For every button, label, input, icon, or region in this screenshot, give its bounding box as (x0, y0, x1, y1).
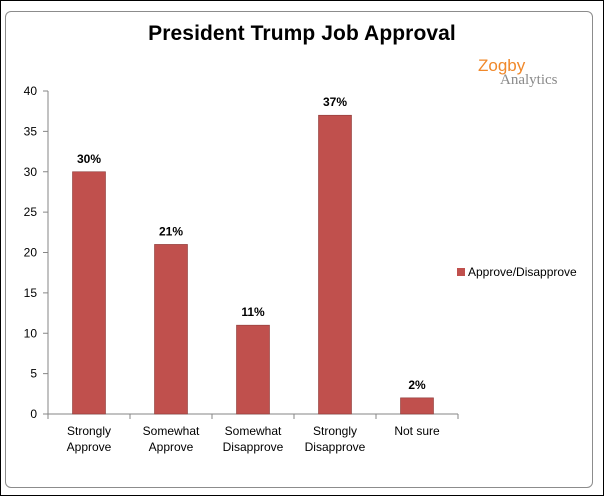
x-tick-label: Strongly (313, 424, 357, 438)
bar (154, 244, 188, 415)
data-label: 11% (241, 305, 265, 319)
x-tick-label: Approve (67, 440, 112, 454)
chart-title: President Trump Job Approval (148, 22, 456, 45)
x-tick-label: Disapprove (223, 440, 284, 454)
x-tick-label: Not sure (394, 424, 440, 438)
data-label: 2% (408, 378, 426, 392)
bar (236, 324, 270, 415)
legend-swatch (457, 268, 465, 276)
bar (400, 397, 434, 415)
y-tick-label: 40 (24, 84, 38, 98)
logo-zogby-text: Zogby (478, 56, 526, 75)
y-tick-label: 30 (24, 165, 38, 179)
y-tick-label: 10 (24, 326, 38, 340)
data-label: 30% (77, 152, 101, 166)
y-tick-label: 15 (24, 286, 38, 300)
bar (72, 171, 106, 415)
data-label: 37% (323, 95, 347, 109)
legend-label: Approve/Disapprove (468, 265, 577, 279)
zogby-analytics-logo: Zogby Analytics (478, 56, 588, 96)
legend: Approve/Disapprove (457, 265, 577, 279)
y-tick-label: 0 (30, 407, 37, 421)
x-tick-label: Approve (149, 440, 194, 454)
y-tick-label: 25 (24, 205, 38, 219)
x-tick-label: Disapprove (305, 440, 366, 454)
y-tick-label: 5 (30, 367, 37, 381)
data-label: 21% (159, 224, 183, 238)
x-tick-label: Somewhat (143, 424, 200, 438)
bar (318, 114, 352, 415)
y-tick-label: 35 (24, 124, 38, 138)
x-tick-label: Strongly (67, 424, 111, 438)
y-tick-label: 20 (24, 246, 38, 260)
logo-analytics-text: Analytics (500, 72, 558, 88)
x-tick-label: Somewhat (225, 424, 282, 438)
